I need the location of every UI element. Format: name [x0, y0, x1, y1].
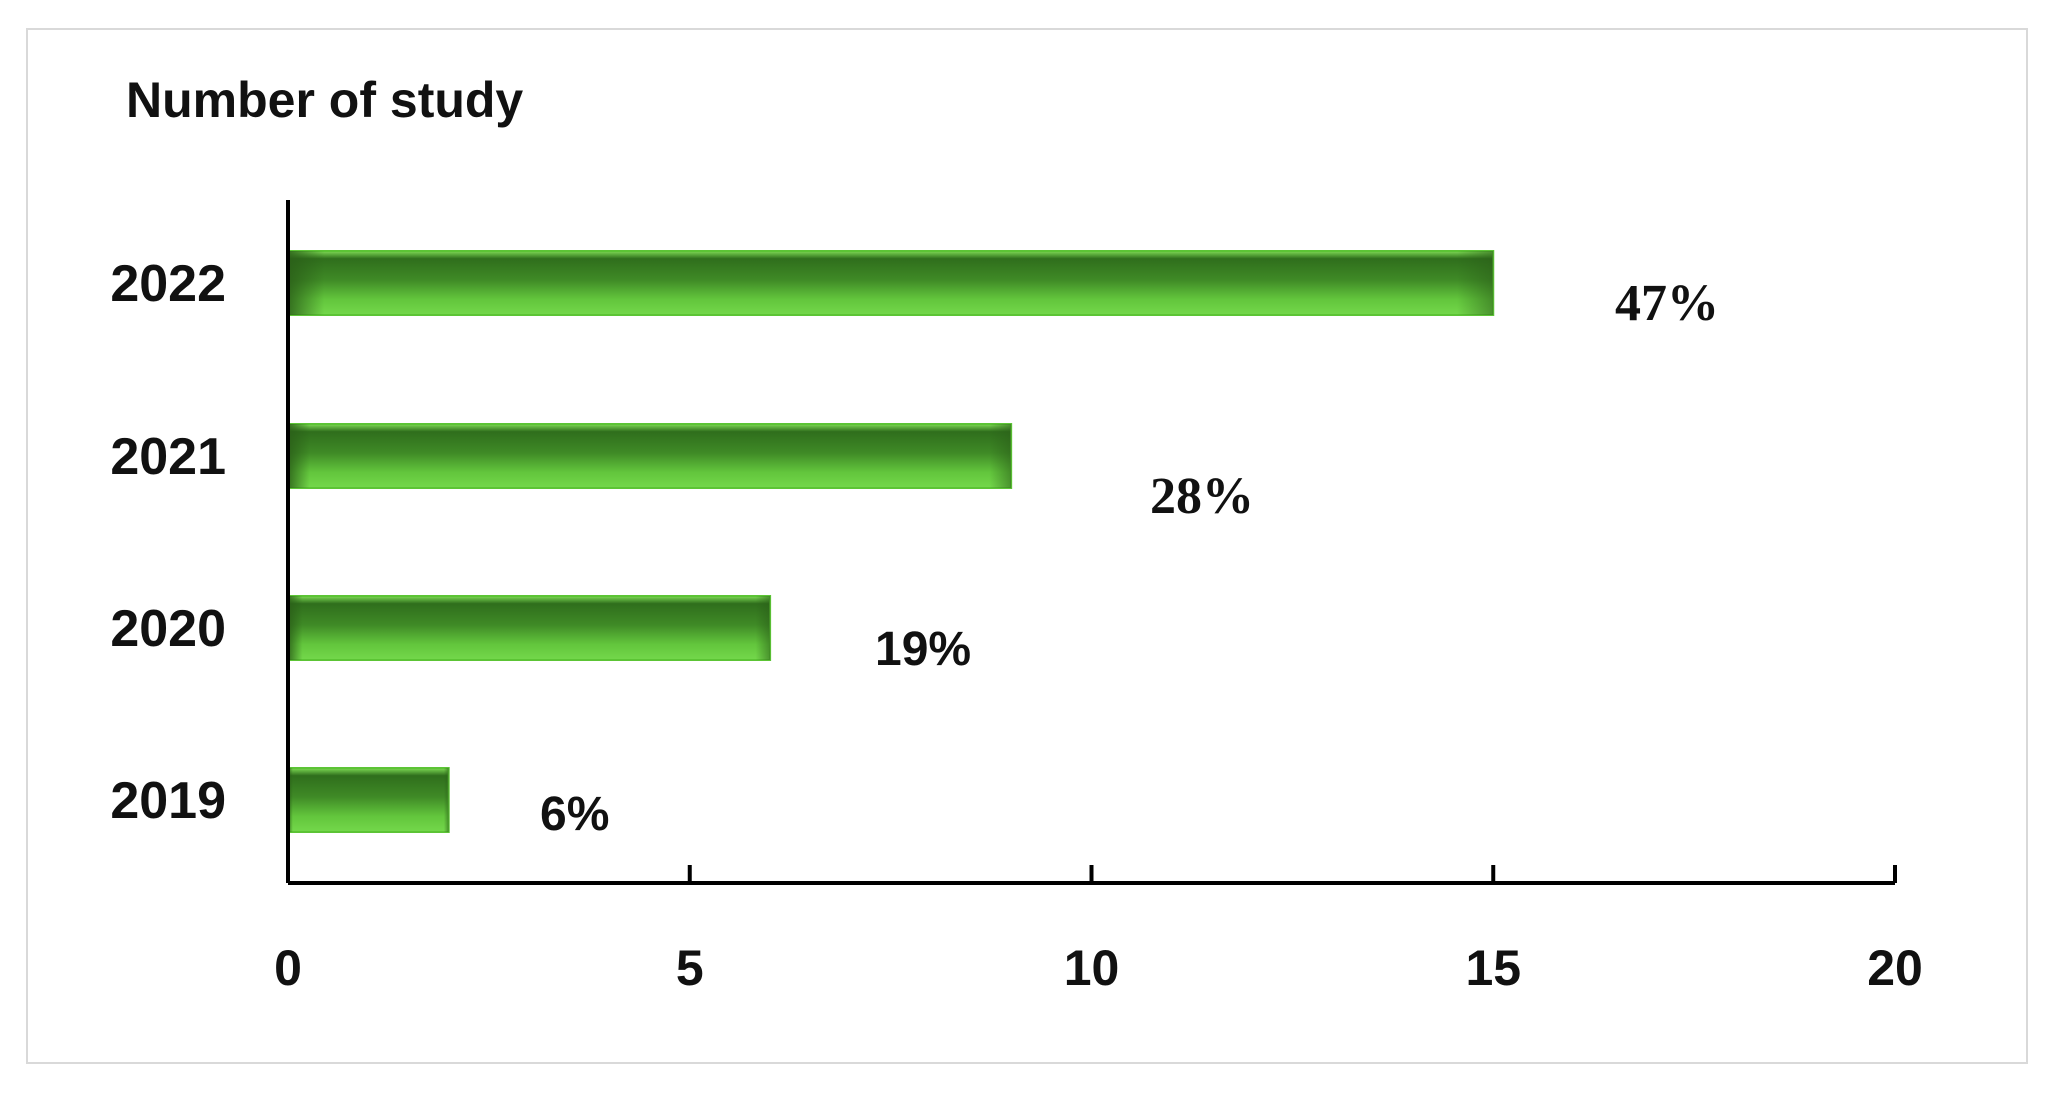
bars-layer [287, 250, 1495, 833]
data-label-2021: 28% [1150, 468, 1254, 525]
labels-layer: 2019 2020 2021 2022 6% 19% 28% 47% 0 5 10 15 20 [110, 255, 1923, 996]
bar-2019 [287, 767, 450, 833]
axes-layer [286, 200, 1897, 885]
category-label-2019: 2019 [110, 772, 226, 830]
category-label-2020: 2020 [110, 600, 226, 658]
data-label-2022: 47% [1615, 275, 1719, 332]
x-tick-label-5: 5 [676, 940, 704, 996]
bar-2020 [287, 595, 772, 661]
category-label-2022: 2022 [110, 255, 226, 313]
bar-2021 [287, 423, 1013, 489]
chart-frame [26, 28, 2028, 1064]
x-tick-label-10: 10 [1064, 940, 1120, 996]
data-label-2020: 19% [875, 623, 971, 676]
category-label-2021: 2021 [110, 428, 226, 486]
x-tick-label-20: 20 [1867, 940, 1923, 996]
chart-title: Number of study [126, 72, 523, 128]
data-label-2019: 6% [540, 788, 609, 841]
x-tick-label-0: 0 [274, 940, 302, 996]
x-tick-label-15: 15 [1465, 940, 1521, 996]
bar-2022 [287, 250, 1495, 316]
